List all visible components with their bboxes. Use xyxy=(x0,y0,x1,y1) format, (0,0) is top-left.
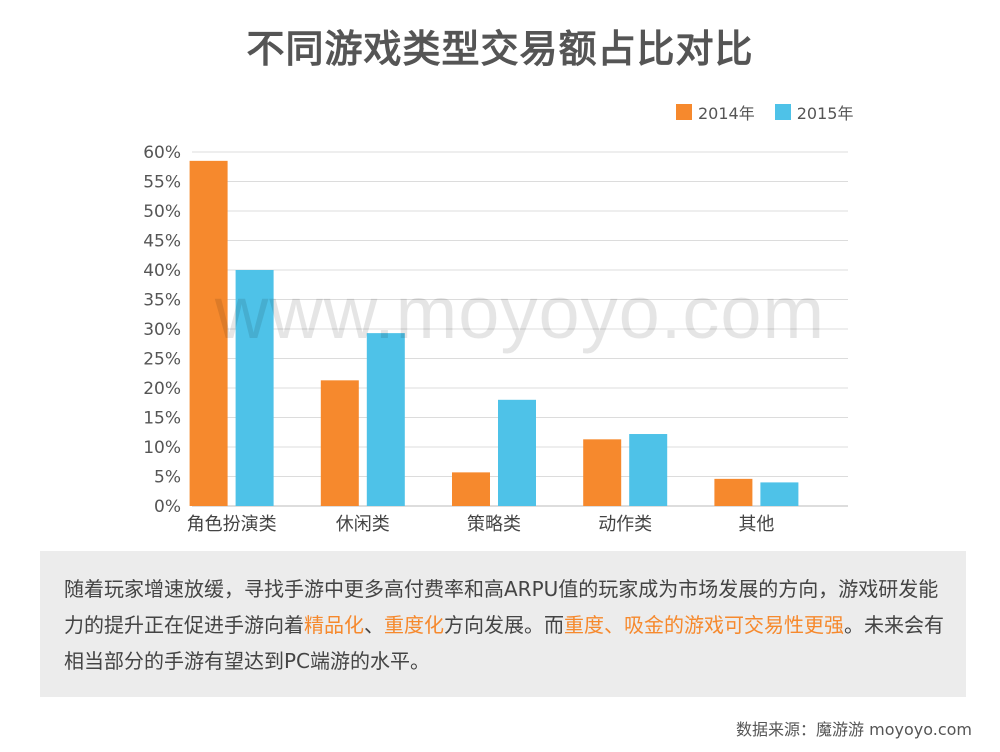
legend-swatch-2014 xyxy=(676,104,692,120)
legend-label-2015: 2015年 xyxy=(796,104,854,123)
x-tick-label: 休闲类 xyxy=(336,514,390,535)
bar-2015 xyxy=(629,434,668,506)
bar-2015 xyxy=(366,333,405,506)
summary-note: 随着玩家增速放缓，寻找手游中更多高付费率和高ARPU值的玩家成为市场发展的方向，… xyxy=(40,551,966,697)
y-tick-label: 55% xyxy=(143,173,181,193)
data-source: 数据来源：魔游游 moyoyo.com xyxy=(736,720,972,739)
y-tick-label: 15% xyxy=(143,409,181,429)
y-tick-label: 50% xyxy=(143,202,181,222)
bar-2014 xyxy=(714,478,753,506)
note-highlight-1: 精品化 xyxy=(304,613,364,637)
x-tick-label: 角色扮演类 xyxy=(187,514,277,535)
bar-2014 xyxy=(452,472,490,506)
bar-2015 xyxy=(235,270,274,506)
y-tick-label: 25% xyxy=(143,350,181,370)
bar-2014 xyxy=(320,380,359,506)
y-tick-label: 35% xyxy=(143,291,181,311)
chart-title: 不同游戏类型交易额占比对比 xyxy=(246,27,754,71)
bar-2014 xyxy=(583,439,622,506)
x-tick-label: 策略类 xyxy=(467,514,521,535)
y-tick-label: 60% xyxy=(143,143,181,163)
note-highlight-2: 重度化 xyxy=(384,613,444,637)
legend-item-2014: 2014年 xyxy=(676,100,755,124)
x-tick-label: 动作类 xyxy=(598,514,652,535)
bar-2014 xyxy=(189,160,228,506)
bar-2015 xyxy=(498,399,536,506)
note-text-4: 。未来会有相当部分的手游有望达到PC端游的水平。 xyxy=(64,613,944,673)
legend-swatch-2015 xyxy=(774,104,791,120)
legend-item-2015: 2015年 xyxy=(774,100,854,124)
note-highlight-3: 重度、吸金的游戏可交易性更强 xyxy=(564,613,844,637)
y-tick-label: 10% xyxy=(143,438,181,458)
y-tick-label: 20% xyxy=(143,379,181,399)
y-tick-label: 45% xyxy=(143,232,181,252)
y-tick-label: 0% xyxy=(154,497,181,517)
y-tick-label: 40% xyxy=(143,261,181,281)
note-text-2: 、 xyxy=(364,613,384,637)
legend-label-2014: 2014年 xyxy=(698,104,755,123)
y-tick-label: 30% xyxy=(143,320,181,340)
bar-chart: 0% 5% 10% 15% 20% 25% 30% 35% 40% 45% 50% 55% 60% 角色扮… xyxy=(143,143,848,535)
x-tick-label: 其他 xyxy=(738,514,774,535)
note-text-3: 方向发展。而 xyxy=(444,613,564,637)
chart-legend: 2014年 2015年 xyxy=(676,100,873,124)
y-tick-label: 5% xyxy=(154,468,181,488)
note-text-1: 随着玩家增速放缓，寻找手游中更多高付费率和高ARPU值的玩家成为市场发展的方向，… xyxy=(64,577,939,637)
bar-2015 xyxy=(760,482,799,506)
